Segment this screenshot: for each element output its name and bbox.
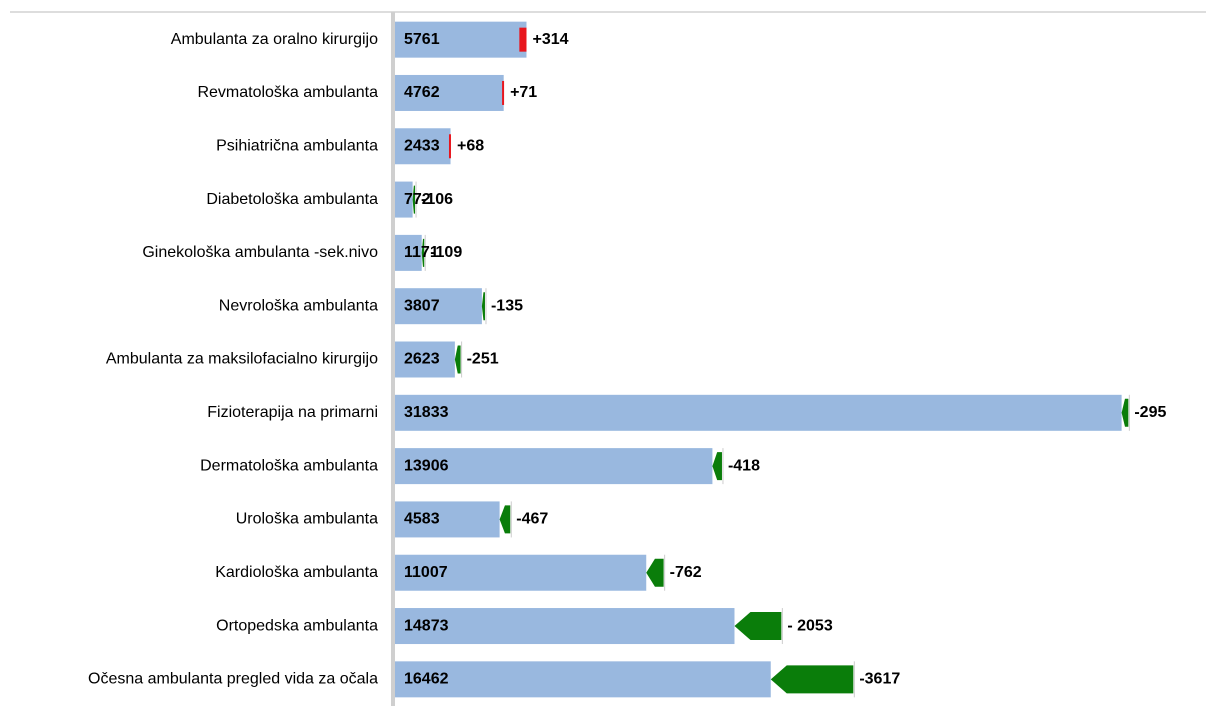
value-label: 13906 bbox=[404, 457, 449, 474]
value-label: 11007 bbox=[404, 564, 448, 581]
axis-line bbox=[391, 12, 395, 706]
change-down bbox=[454, 345, 461, 374]
change-label: +71 bbox=[510, 84, 537, 101]
bar bbox=[395, 448, 713, 485]
change-label: -135 bbox=[491, 297, 523, 314]
bar bbox=[395, 234, 422, 271]
bar bbox=[395, 554, 647, 591]
value-label: 31833 bbox=[404, 404, 449, 421]
change-down bbox=[770, 665, 854, 694]
category-label: Očesna ambulanta pregled vida za očala bbox=[88, 671, 378, 688]
category-label: Ambulanta za maksilofacialno kirurgijo bbox=[106, 351, 378, 368]
change-label: -109 bbox=[430, 244, 462, 261]
value-label: 4583 bbox=[404, 511, 440, 528]
bar bbox=[395, 288, 482, 325]
change-down bbox=[412, 185, 416, 214]
value-label: 14873 bbox=[404, 617, 449, 634]
category-label: Revmatološka ambulanta bbox=[197, 84, 378, 101]
change-up bbox=[519, 27, 527, 52]
value-label: 4762 bbox=[404, 84, 440, 101]
change-label: +68 bbox=[457, 137, 484, 154]
value-label: 1171 bbox=[404, 244, 439, 261]
change-label: +314 bbox=[532, 31, 568, 48]
value-label: 2433 bbox=[404, 137, 440, 154]
category-label: Diabetološka ambulanta bbox=[206, 191, 378, 208]
change-down bbox=[1121, 398, 1129, 427]
change-label: -3617 bbox=[859, 671, 900, 688]
change-label: -106 bbox=[421, 191, 453, 208]
change-label: -251 bbox=[467, 351, 499, 368]
category-label: Psihiatrična ambulanta bbox=[216, 137, 378, 154]
bar bbox=[395, 501, 500, 538]
category-label: Fizioterapija na primarni bbox=[207, 404, 378, 421]
category-label: Dermatološka ambulanta bbox=[200, 457, 378, 474]
bar bbox=[395, 128, 451, 165]
category-label: Kardiološka ambulanta bbox=[215, 564, 378, 581]
change-label: -467 bbox=[516, 511, 548, 528]
change-down bbox=[499, 505, 511, 534]
bar bbox=[395, 21, 527, 58]
bar bbox=[395, 608, 735, 645]
category-label: Nevrološka ambulanta bbox=[219, 297, 378, 314]
change-label: -295 bbox=[1134, 404, 1166, 421]
category-label: Ambulanta za oralno kirurgijo bbox=[171, 31, 378, 48]
change-up bbox=[448, 134, 451, 159]
change-down bbox=[712, 452, 722, 481]
value-label: 16462 bbox=[404, 671, 449, 688]
value-label: 5761 bbox=[404, 31, 440, 48]
change-down bbox=[481, 292, 485, 321]
change-label: - 2053 bbox=[787, 617, 832, 634]
category-label: Ortopedska ambulanta bbox=[216, 617, 378, 634]
value-label: 2623 bbox=[404, 351, 440, 368]
change-down bbox=[646, 558, 664, 587]
bar bbox=[395, 74, 504, 111]
category-label: Ginekološka ambulanta -sek.nivo bbox=[142, 244, 378, 261]
change-label: -762 bbox=[670, 564, 702, 581]
change-down bbox=[421, 238, 425, 267]
value-label: 772 bbox=[404, 191, 431, 208]
change-up bbox=[502, 80, 505, 105]
change-label: -418 bbox=[728, 457, 760, 474]
bar bbox=[395, 181, 413, 218]
change-down bbox=[734, 612, 782, 641]
value-label: 3807 bbox=[404, 297, 440, 314]
bar bbox=[395, 661, 771, 698]
category-label: Urološka ambulanta bbox=[236, 511, 378, 528]
bar bbox=[395, 394, 1122, 431]
bar bbox=[395, 341, 455, 378]
